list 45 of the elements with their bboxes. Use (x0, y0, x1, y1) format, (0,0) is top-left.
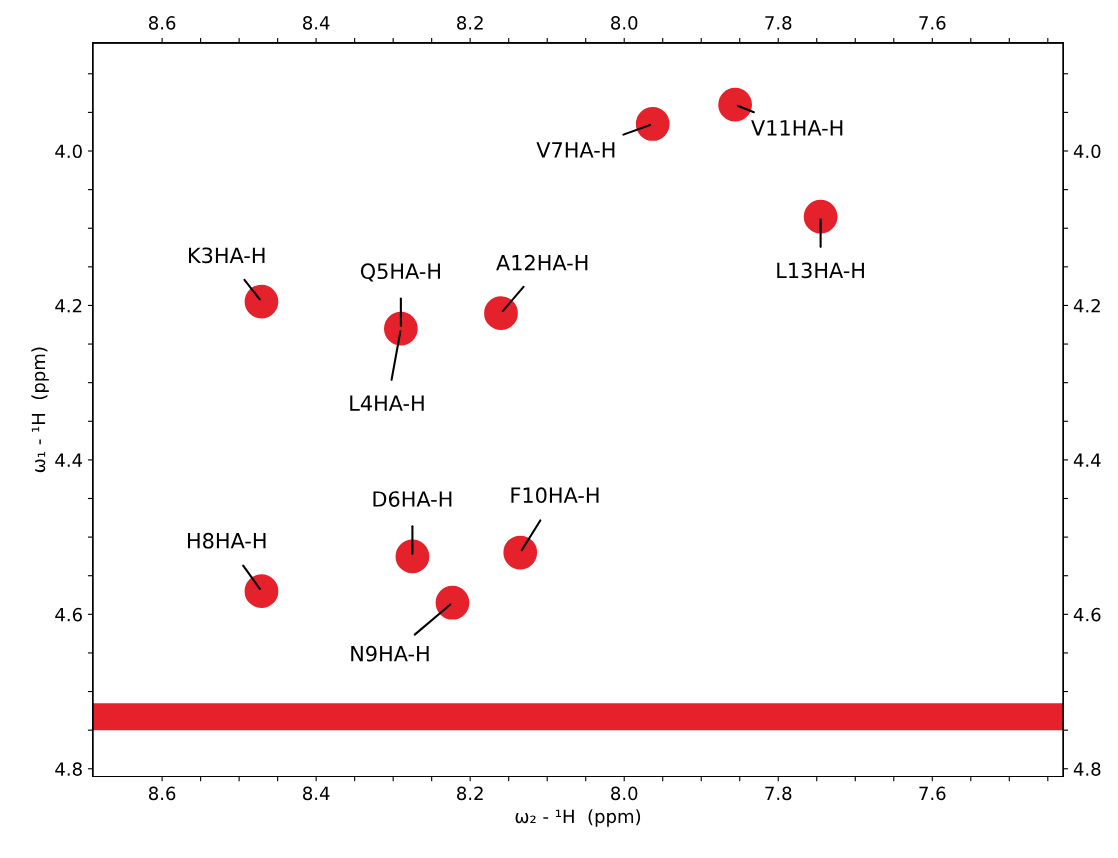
y-axis-title: ω₁ - ¹H (ppm) (31, 347, 49, 473)
x2-tick-label: 8.2 (457, 16, 483, 30)
y-tick-label: 4.0 (55, 144, 82, 159)
y-tick-label: 4.8 (55, 762, 82, 776)
y2-tick-label: 4.0 (1073, 144, 1101, 159)
point (435, 585, 470, 620)
y2-tick-label: 4.8 (1073, 762, 1101, 776)
x2-tick-label: 8.6 (148, 16, 176, 30)
y-tick-label: 4.2 (55, 298, 82, 313)
x-tick-label: 7.6 (919, 786, 946, 801)
annotation: L4HA-H (350, 395, 424, 411)
x-tick-label: 8.6 (148, 786, 176, 801)
point (244, 574, 279, 609)
x-tick-label: 8.0 (611, 786, 638, 801)
point (484, 296, 518, 331)
annotation: F10HA-H (511, 487, 599, 504)
point (718, 87, 752, 122)
point (395, 539, 430, 574)
y-tick-label: 4.6 (55, 607, 82, 622)
x2-tick-label: 7.6 (919, 16, 946, 30)
annotation: Q5HA-H (360, 263, 440, 282)
y2-tick-label: 4.6 (1073, 607, 1101, 622)
point (803, 199, 838, 234)
x-tick-label: 8.4 (303, 786, 330, 801)
point (244, 284, 279, 319)
x-axis-title: ω₂ - ¹H (ppm) (515, 809, 641, 827)
x-tick-label: 7.8 (765, 786, 792, 801)
annotation: D6HA-H (373, 491, 452, 507)
x2-tick-label: 8.4 (303, 16, 330, 30)
x2-tick-label: 7.8 (765, 16, 792, 30)
point (635, 107, 670, 141)
y2-tick-label: 4.4 (1073, 453, 1101, 467)
annotation: L13HA-H (777, 262, 864, 279)
y2-tick-label: 4.2 (1073, 298, 1100, 313)
annotation: K3HA-H (189, 247, 265, 264)
annotation: V11HA-H (751, 120, 843, 136)
annotation: A12HA-H (496, 254, 588, 271)
x2-tick-label: 8.0 (611, 16, 638, 30)
x-tick-label: 8.2 (457, 786, 483, 801)
y-tick-label: 4.4 (55, 453, 83, 467)
annotation: N9HA-H (351, 645, 429, 662)
annotation: H8HA-H (188, 532, 266, 549)
point (503, 535, 538, 570)
point (383, 311, 418, 346)
annotation: V7HA-H (536, 142, 615, 158)
